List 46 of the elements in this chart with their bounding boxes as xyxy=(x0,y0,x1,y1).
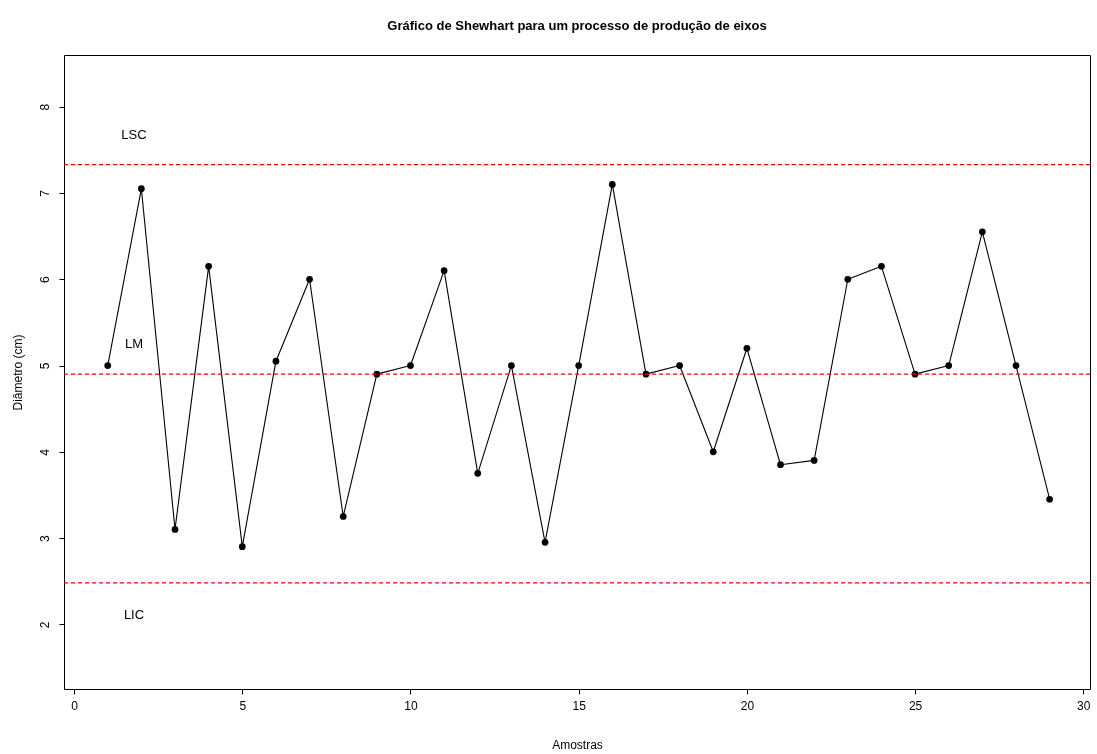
ref-line-label: LM xyxy=(124,336,144,352)
point xyxy=(844,275,852,283)
point xyxy=(878,262,885,270)
point xyxy=(171,526,179,533)
point xyxy=(945,362,953,369)
x-tick-label: 25 xyxy=(908,698,923,713)
point xyxy=(272,357,280,365)
point xyxy=(138,185,145,193)
point xyxy=(306,275,313,283)
point xyxy=(508,362,515,369)
point xyxy=(979,228,986,236)
y-tick-label: 5 xyxy=(37,362,52,370)
point xyxy=(339,513,347,520)
point xyxy=(104,362,112,369)
x-tick-label: 15 xyxy=(572,698,587,713)
y-tick-label: 8 xyxy=(37,103,52,111)
point xyxy=(238,543,246,551)
point xyxy=(743,344,751,352)
x-tick-label: 30 xyxy=(1077,698,1091,713)
y-tick-label: 7 xyxy=(37,189,52,197)
point xyxy=(407,362,414,369)
point xyxy=(810,457,818,464)
point xyxy=(1012,362,1020,369)
point xyxy=(205,262,212,270)
point xyxy=(676,362,683,369)
x-tick-label: 0 xyxy=(71,698,79,713)
x-axis-title: Amostras xyxy=(552,737,603,752)
x-tick-label: 5 xyxy=(239,698,247,713)
chart-title: Gráfico de Shewhart para um processo de produção de eixos xyxy=(387,18,767,33)
point xyxy=(709,448,717,456)
point xyxy=(440,267,448,274)
point xyxy=(1046,495,1053,503)
point xyxy=(474,470,482,477)
y-tick-label: 6 xyxy=(37,276,52,284)
point xyxy=(541,539,549,546)
y-tick-label: 3 xyxy=(37,534,52,542)
y-tick-label: 4 xyxy=(37,448,52,456)
point xyxy=(608,181,616,188)
ref-line-label: LSC xyxy=(121,126,147,142)
ref-line-label: LIC xyxy=(123,606,145,622)
y-axis-title: Diâmetro (cm) xyxy=(10,334,25,411)
y-tick-label: 2 xyxy=(37,621,52,629)
point xyxy=(777,461,784,469)
x-tick-label: 20 xyxy=(740,698,755,713)
x-tick-label: 10 xyxy=(404,698,418,713)
point xyxy=(575,362,583,369)
